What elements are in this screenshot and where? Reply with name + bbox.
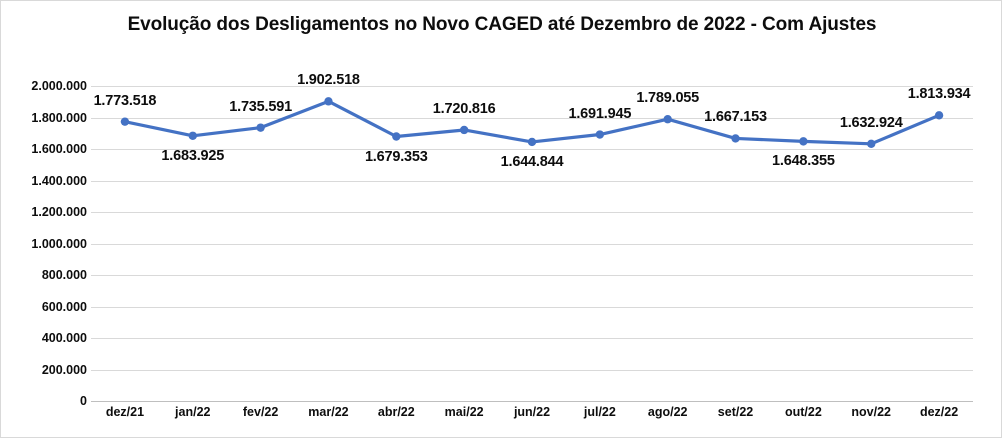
data-point-marker	[663, 115, 672, 124]
data-point-marker	[731, 134, 740, 143]
y-tick-label: 600.000	[41, 299, 87, 314]
gridline	[91, 86, 973, 87]
line-series	[120, 97, 944, 149]
x-tick-label: nov/22	[851, 405, 892, 419]
gridline	[91, 117, 973, 119]
data-point-marker	[120, 117, 130, 126]
data-point-marker	[459, 125, 469, 135]
data-point-marker	[527, 137, 537, 147]
y-tick-label: 1.200.000	[31, 205, 87, 219]
data-point-marker	[867, 139, 876, 149]
data-point-label: 1.720.816	[432, 100, 496, 117]
data-point-marker	[799, 137, 808, 146]
y-tick-label: 0	[80, 394, 87, 408]
data-point-label: 1.648.355	[772, 153, 835, 170]
gridline	[91, 275, 973, 276]
data-point-marker	[324, 97, 333, 106]
y-tick-label: 1.600.000	[31, 142, 87, 156]
data-point-label: 1.683.925	[161, 147, 225, 164]
data-point-marker	[934, 111, 944, 120]
data-point-label: 1.632.924	[839, 114, 903, 131]
y-axis: 0 200.000 400.000 600.000 800.000 1.000.000 1.…	[1, 1, 87, 437]
chart-title-line-2: Ajustes	[808, 14, 877, 35]
data-point-label: 1.644.844	[500, 153, 564, 170]
x-tick-label: fev/22	[242, 405, 279, 419]
x-tick-label: mar/22	[308, 405, 349, 419]
data-point-label: 1.679.353	[364, 148, 428, 165]
data-point-marker	[188, 131, 197, 140]
x-tick-label: set/22	[717, 405, 754, 419]
gridline	[91, 369, 973, 371]
y-tick-label: 1.000.000	[31, 236, 87, 251]
data-point-marker	[392, 132, 401, 141]
x-tick-label: dez/21	[105, 405, 145, 419]
y-tick-label: 800.000	[41, 268, 87, 282]
y-tick-label: 200.000	[41, 362, 87, 377]
gridline	[91, 243, 973, 245]
x-axis-line	[91, 401, 973, 402]
data-point-label: 1.667.153	[704, 109, 767, 126]
gridline	[91, 212, 973, 213]
chart-title: Evolução dos Desligamentos no Novo CAGED…	[91, 11, 913, 39]
plot-area: 1.773.518 1.683.925 1.735.591 1.902.518 1.67…	[91, 72, 973, 402]
data-point-label: 1.691.945	[568, 105, 632, 122]
x-tick-label: mai/22	[444, 405, 484, 419]
gridline	[91, 149, 973, 150]
x-tick-label: abr/22	[377, 405, 415, 419]
gridline	[91, 338, 973, 339]
data-point-label: 1.789.055	[636, 90, 700, 107]
x-tick-label: out/22	[784, 405, 822, 419]
data-point-label: 1.902.518	[297, 72, 360, 89]
x-tick-label: jul/22	[583, 405, 616, 419]
x-tick-label: jun/22	[513, 405, 551, 419]
y-tick-label: 2.000.000	[31, 79, 87, 93]
gridline	[91, 180, 973, 182]
data-point-label: 1.813.934	[907, 86, 971, 103]
data-point-label: 1.735.591	[229, 98, 292, 115]
data-point-marker	[256, 123, 265, 132]
y-tick-label: 400.000	[41, 331, 87, 345]
x-tick-label: dez/22	[919, 405, 959, 419]
x-axis: dez/21 jan/22 fev/22 mar/22 abr/22 mai/22 jun/…	[91, 405, 973, 429]
chart-title-line-1: Evolução dos Desligamentos no Novo CAGED…	[127, 14, 805, 35]
gridline	[91, 306, 973, 308]
x-tick-label: ago/22	[647, 405, 688, 419]
data-point-marker	[595, 130, 605, 139]
x-tick-label: jan/22	[175, 405, 211, 419]
data-point-label: 1.773.518	[93, 92, 157, 109]
y-tick-label: 1.400.000	[31, 173, 87, 188]
y-tick-label: 1.800.000	[31, 110, 87, 125]
